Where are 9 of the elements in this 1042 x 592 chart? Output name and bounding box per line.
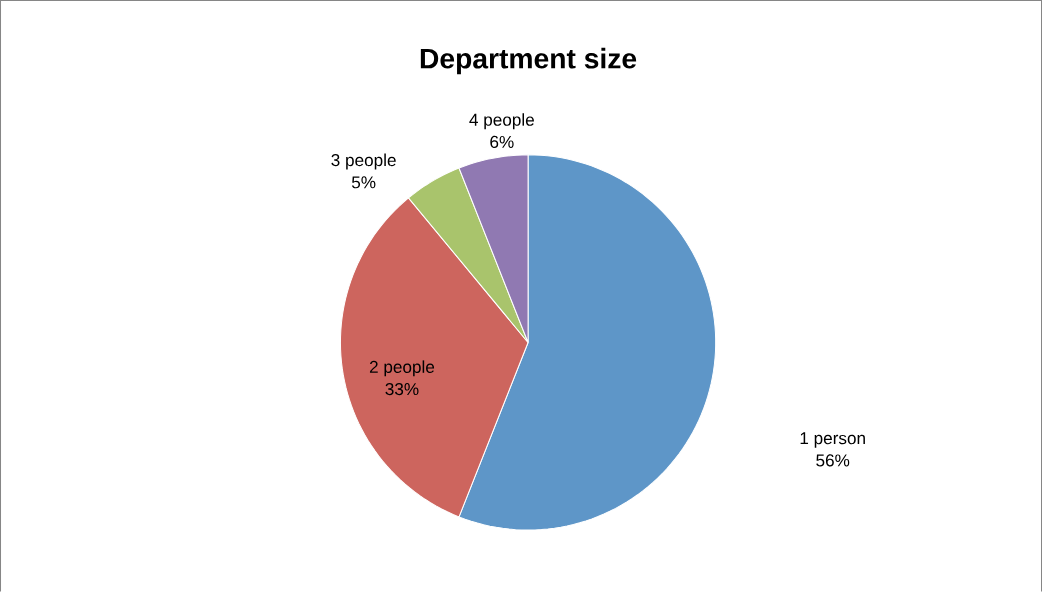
slice-label: 1 person [800,432,865,448]
slice-label: 4 people [469,113,534,130]
slice-label: 2 people [369,360,435,377]
slice-label: 3 people [331,153,396,170]
data-label: 33% [385,382,419,396]
data-label: 6% [490,135,514,148]
chart-title: Department size [420,47,637,75]
data-label: 5% [351,176,376,189]
data-label: 56% [816,454,850,467]
